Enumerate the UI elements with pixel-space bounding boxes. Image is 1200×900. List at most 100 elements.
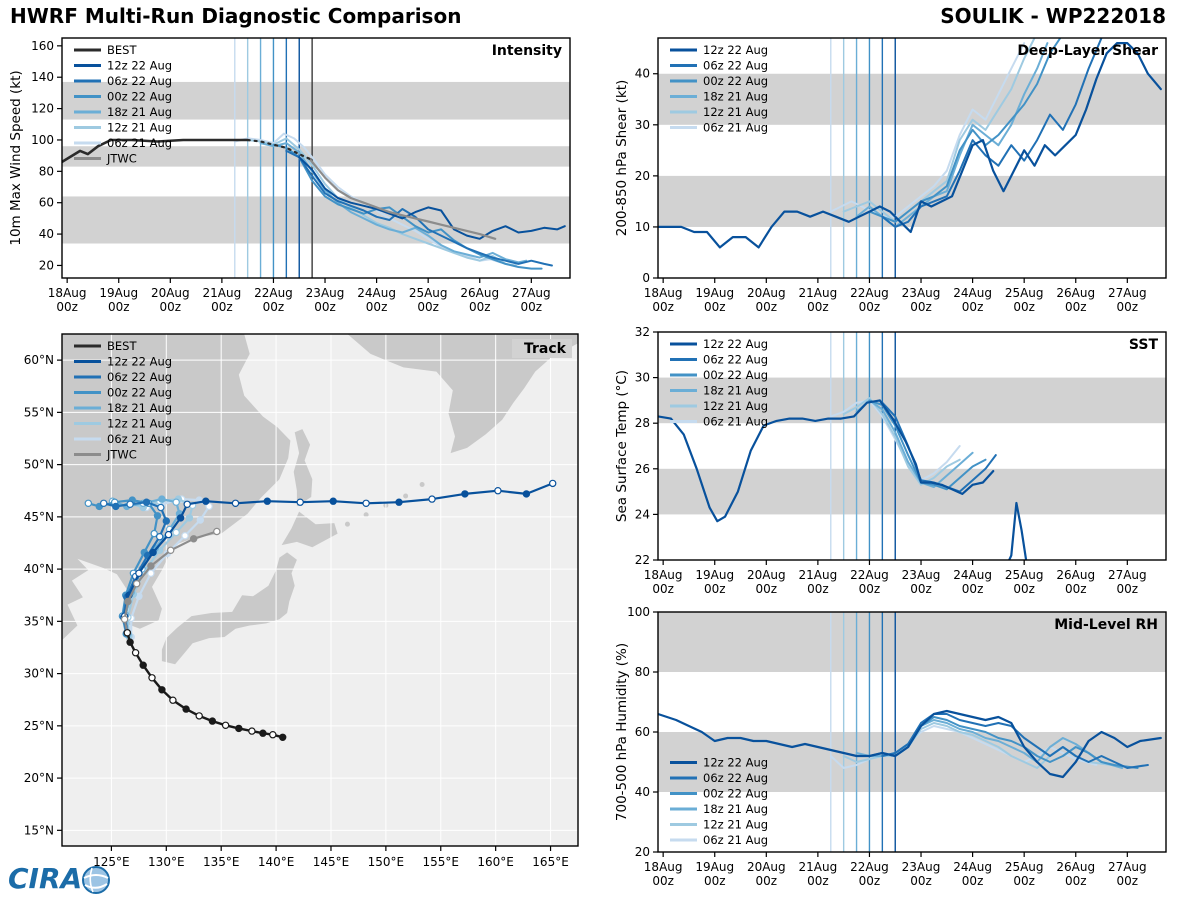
svg-text:00z: 00z [314,300,336,314]
svg-text:BEST: BEST [107,43,137,57]
svg-text:20°N: 20°N [24,771,54,785]
svg-text:12z 22 Aug: 12z 22 Aug [107,355,172,369]
svg-text:06z 21 Aug: 06z 21 Aug [107,136,172,150]
plot-area [658,38,1162,278]
svg-text:12z 21 Aug: 12z 21 Aug [703,818,768,832]
svg-text:25Aug: 25Aug [1005,568,1044,582]
svg-text:15°N: 15°N [24,823,54,837]
svg-text:00z: 00z [1065,300,1087,314]
svg-text:06z 22 Aug: 06z 22 Aug [703,59,768,73]
svg-text:00z: 00z [56,300,78,314]
svg-text:55°N: 55°N [24,405,54,419]
svg-text:100: 100 [31,133,54,147]
track-BEST [126,632,284,739]
svg-text:22Aug: 22Aug [254,286,293,300]
svg-text:26Aug: 26Aug [1056,568,1095,582]
svg-text:165°E: 165°E [532,855,569,869]
svg-text:23Aug: 23Aug [902,568,941,582]
svg-text:40: 40 [39,227,54,241]
globe-icon [82,866,110,894]
svg-text:12z 22 Aug: 12z 22 Aug [703,43,768,57]
svg-text:19Aug: 19Aug [695,286,734,300]
svg-text:700-500 hPa Humidity (%): 700-500 hPa Humidity (%) [614,643,630,821]
svg-text:80: 80 [635,665,650,679]
svg-text:00z: 00z [756,874,778,888]
svg-text:Mid-Level RH: Mid-Level RH [1054,617,1158,633]
svg-text:00z: 00z [652,300,674,314]
svg-text:00z: 00z [652,582,674,596]
svg-text:12z 21 Aug: 12z 21 Aug [107,417,172,431]
series-12z 21 Aug [842,397,961,486]
svg-text:20: 20 [39,258,54,272]
svg-text:06z 22 Aug: 06z 22 Aug [107,370,172,384]
svg-text:23Aug: 23Aug [902,860,941,874]
series-12z 22 Aug [658,399,995,523]
landmass [62,334,291,641]
svg-text:00z: 00z [417,300,439,314]
series-00z 22 Aug [272,143,543,270]
svg-text:00z: 00z [652,874,674,888]
svg-text:140°E: 140°E [258,855,295,869]
intensity-chart: 2040608010012014016018Aug00z19Aug00z20Au… [8,37,571,314]
svg-text:12z 21 Aug: 12z 21 Aug [703,399,768,413]
svg-text:00z: 00z [1065,582,1087,596]
track-map: 125°E 130°E 135°E 140°E 145°E 150°E 155°E 160°E… [24,333,579,869]
svg-text:06z 21 Aug: 06z 21 Aug [703,833,768,847]
svg-text:00z: 00z [1013,874,1035,888]
svg-text:27Aug: 27Aug [1108,568,1147,582]
svg-text:18Aug: 18Aug [48,286,87,300]
svg-text:25Aug: 25Aug [409,286,448,300]
series-JTWC [308,157,497,240]
svg-text:24Aug: 24Aug [357,286,396,300]
svg-text:45°N: 45°N [24,510,54,524]
svg-text:00z: 00z [962,874,984,888]
svg-text:50°N: 50°N [24,458,54,472]
header: HWRF Multi-Run Diagnostic Comparison SOU… [0,4,1200,28]
svg-text:Track: Track [524,341,567,357]
svg-text:00z: 00z [366,300,388,314]
svg-text:00z: 00z [807,874,829,888]
svg-text:00z: 00z [807,582,829,596]
landmass [293,429,313,507]
svg-text:10m Max Wind Speed (kt): 10m Max Wind Speed (kt) [8,70,24,245]
svg-text:150°E: 150°E [368,855,405,869]
svg-text:23Aug: 23Aug [902,286,941,300]
svg-text:JTWC: JTWC [106,448,137,462]
series-06z 22 Aug [881,713,1149,769]
svg-text:00z: 00z [160,300,182,314]
svg-text:00z: 00z [910,300,932,314]
svg-text:18z 21 Aug: 18z 21 Aug [107,105,172,119]
svg-text:24: 24 [635,507,650,521]
series-12z 22 Aug [298,156,566,240]
svg-text:12z 22 Aug: 12z 22 Aug [107,59,172,73]
svg-text:06z 21 Aug: 06z 21 Aug [107,432,172,446]
track-corner-bg [512,339,572,358]
svg-text:06z 21 Aug: 06z 21 Aug [703,121,768,135]
svg-text:130°E: 130°E [148,855,185,869]
svg-text:19Aug: 19Aug [695,860,734,874]
svg-text:18Aug: 18Aug [644,568,683,582]
plot-area [658,612,1162,852]
svg-text:18z 21 Aug: 18z 21 Aug [107,401,172,415]
svg-text:27Aug: 27Aug [512,286,551,300]
svg-text:00z 22 Aug: 00z 22 Aug [703,368,768,382]
series-00z 22 Aug [868,399,987,491]
svg-text:25°N: 25°N [24,719,54,733]
svg-text:20Aug: 20Aug [747,860,786,874]
svg-text:120: 120 [31,102,54,116]
svg-text:06z 22 Aug: 06z 22 Aug [107,74,172,88]
plot-area [658,332,1028,560]
svg-text:60: 60 [635,725,650,739]
svg-text:140: 140 [31,70,54,84]
svg-text:00z 22 Aug: 00z 22 Aug [703,74,768,88]
svg-text:Sea Surface Temp (°C): Sea Surface Temp (°C) [614,370,630,522]
svg-text:18z 21 Aug: 18z 21 Aug [703,384,768,398]
track-12z 22 Aug [123,482,554,633]
svg-text:20Aug: 20Aug [151,286,190,300]
map-area [62,334,578,846]
svg-text:125°E: 125°E [93,855,130,869]
svg-text:21Aug: 21Aug [799,286,838,300]
svg-text:SST: SST [1129,337,1159,353]
